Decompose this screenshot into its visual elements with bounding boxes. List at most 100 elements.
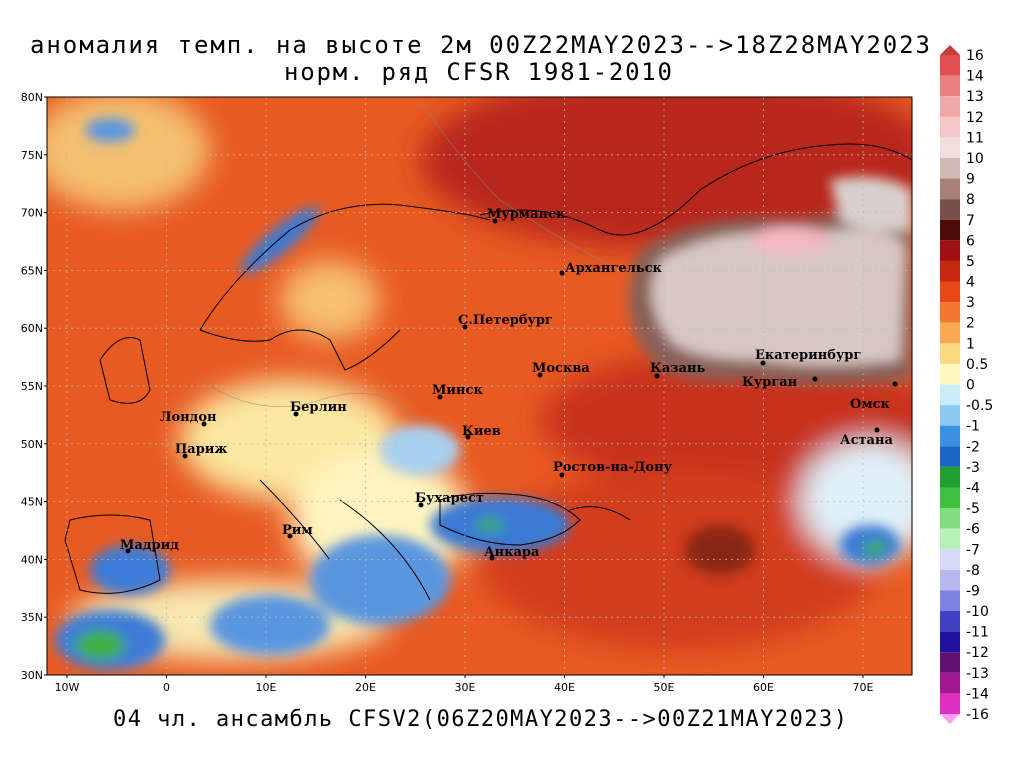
- colorbar-label: 6: [966, 233, 975, 249]
- colorbar-swatch: [940, 96, 960, 117]
- coastlines: [64, 143, 912, 601]
- colorbar-swatch: [940, 199, 960, 220]
- colorbar-swatch: [940, 137, 960, 158]
- lat-label: 45N: [21, 496, 43, 509]
- colorbar-swatch: [940, 549, 960, 570]
- colorbar: 16 14 13 12 11 10 9 8 7 6 5 4 3 2 1 0.5 0 -0.5 -1 -2 -3 -4 -5 -…: [940, 45, 993, 724]
- lon-label: 30E: [455, 681, 476, 694]
- colorbar-swatch: [940, 260, 960, 282]
- colorbar-swatch: [940, 631, 960, 653]
- lon-label: 50E: [654, 681, 675, 694]
- city-dot: [559, 270, 565, 276]
- colorbar-swatch: [940, 693, 960, 714]
- colorbar-label: 4: [966, 275, 975, 291]
- lat-label: 70N: [21, 207, 43, 220]
- city-dot: [125, 548, 131, 554]
- city-dot: [293, 411, 299, 417]
- colorbar-label: 12: [966, 110, 984, 126]
- city-label: Лондон: [160, 410, 217, 425]
- city-dot: [287, 533, 293, 539]
- city-dot: [489, 555, 495, 561]
- subtitle: норм. ряд CFSR 1981-2010: [284, 58, 672, 86]
- colorbar-swatch: [940, 528, 960, 550]
- colorbar-swatch: [940, 240, 960, 261]
- lat-label: 80N: [21, 91, 43, 104]
- colorbar-swatch: [940, 590, 960, 612]
- colorbar-swatch: [940, 363, 960, 385]
- city-label: Мадрид: [120, 538, 179, 553]
- colorbar-swatch: [940, 178, 960, 200]
- graticule: [47, 97, 912, 675]
- colorbar-swatch: [940, 405, 960, 426]
- city-dot: [654, 373, 660, 379]
- lon-label: 70E: [853, 681, 874, 694]
- colorbar-swatch: [940, 116, 960, 138]
- colorbar-swatch: [940, 55, 960, 76]
- lat-label: 60N: [21, 322, 43, 335]
- lon-label: 20E: [355, 681, 376, 694]
- colorbar-label: -8: [966, 563, 980, 579]
- city-label: Екатеринбург: [755, 348, 861, 363]
- colorbar-swatch: [940, 302, 960, 323]
- colorbar-cap: [940, 714, 960, 724]
- colorbar-label: 13: [966, 89, 984, 105]
- colorbar-swatch: [940, 652, 960, 673]
- city-dot: [437, 394, 443, 400]
- city-label: Казань: [650, 361, 705, 376]
- city-label: Москва: [532, 361, 590, 376]
- colorbar-label: -4: [966, 480, 980, 496]
- colorbar-label: -2: [966, 439, 980, 455]
- colorbar-label: 8: [966, 192, 975, 208]
- colorbar-label: -6: [966, 522, 980, 538]
- colorbar-swatch: [940, 508, 960, 529]
- city-label: Париж: [175, 442, 228, 457]
- city-label: Рим: [282, 523, 313, 538]
- contours: [199, 99, 621, 421]
- colorbar-label: 0.5: [966, 357, 988, 373]
- colorbar-swatch: [940, 219, 960, 241]
- lon-label: 40E: [554, 681, 575, 694]
- lat-label: 65N: [21, 264, 43, 277]
- colorbar-label: -14: [966, 686, 989, 702]
- colorbar-label: 1: [966, 336, 975, 352]
- lat-label: 40N: [21, 553, 43, 566]
- city-dot: [537, 372, 543, 378]
- lat-label: 35N: [21, 611, 43, 624]
- lon-label: 0: [163, 681, 170, 694]
- city-label: Бухарест: [415, 491, 484, 506]
- colorbar-label: -3: [966, 460, 980, 476]
- city-label: Анкара: [484, 545, 540, 560]
- colorbar-swatch: [940, 384, 960, 406]
- lat-label: 50N: [21, 438, 43, 451]
- city-dot: [874, 427, 880, 433]
- cities: Мурманск Архангельск С.Петербург Москва Каза…: [120, 207, 898, 561]
- colorbar-swatch: [940, 322, 960, 344]
- colorbar-label: 3: [966, 295, 975, 311]
- colorbar-label: -16: [966, 707, 989, 723]
- city-dot: [418, 502, 424, 508]
- colorbar-label: 5: [966, 254, 975, 270]
- lat-label: 30N: [21, 669, 43, 682]
- title: аномалия темп. на высоте 2м 00Z22MAY2023…: [30, 31, 930, 59]
- colorbar-label: 7: [966, 213, 975, 229]
- city-dot: [465, 434, 471, 440]
- city-label: Киев: [462, 424, 501, 439]
- colorbar-swatch: [940, 425, 960, 447]
- lon-label: 10W: [55, 681, 80, 694]
- colorbar-swatch: [940, 672, 960, 694]
- colorbar-label: -12: [966, 645, 989, 661]
- footer: 04 чл. ансамбль CFSV2(06Z20MAY2023-->00Z…: [113, 707, 847, 732]
- city-dot: [492, 218, 498, 224]
- lon-label: 10E: [256, 681, 277, 694]
- colorbar-label: -9: [966, 583, 980, 599]
- colorbar-label: -1: [966, 419, 980, 435]
- colorbar-swatch: [940, 611, 960, 632]
- city-label: Астана: [840, 433, 893, 448]
- colorbar-label: 9: [966, 172, 975, 188]
- city-label: Архангельск: [565, 261, 663, 276]
- city-dot: [812, 376, 818, 382]
- city-dot: [462, 324, 468, 330]
- colorbar-cap: [940, 45, 960, 55]
- axes: 80N 75N 70N 65N 60N 55N 50N 45N 40N 35N 30N 10W 0 10E…: [21, 91, 874, 694]
